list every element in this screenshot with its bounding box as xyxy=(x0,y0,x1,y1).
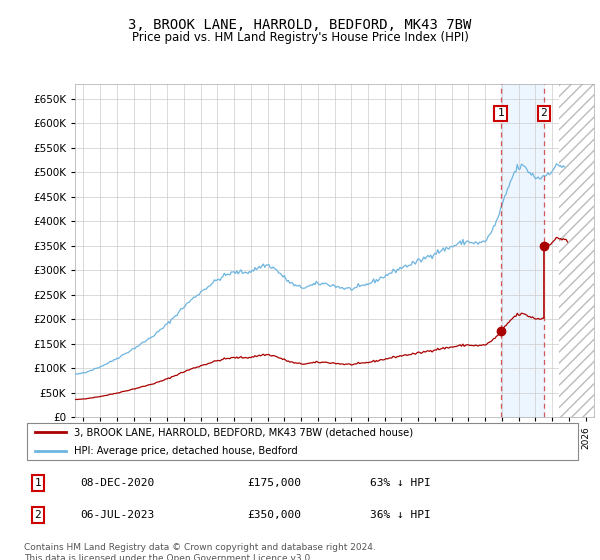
Text: 2: 2 xyxy=(35,510,41,520)
FancyBboxPatch shape xyxy=(27,423,578,460)
Text: Contains HM Land Registry data © Crown copyright and database right 2024.
This d: Contains HM Land Registry data © Crown c… xyxy=(24,543,376,560)
Text: 36% ↓ HPI: 36% ↓ HPI xyxy=(370,510,431,520)
Text: 1: 1 xyxy=(497,109,504,118)
Text: £350,000: £350,000 xyxy=(247,510,301,520)
Bar xyxy=(500,84,544,417)
Text: 1: 1 xyxy=(35,478,41,488)
Text: 3, BROOK LANE, HARROLD, BEDFORD, MK43 7BW (detached house): 3, BROOK LANE, HARROLD, BEDFORD, MK43 7B… xyxy=(74,427,413,437)
Text: 3, BROOK LANE, HARROLD, BEDFORD, MK43 7BW: 3, BROOK LANE, HARROLD, BEDFORD, MK43 7B… xyxy=(128,18,472,32)
Text: HPI: Average price, detached house, Bedford: HPI: Average price, detached house, Bedf… xyxy=(74,446,298,456)
Text: £175,000: £175,000 xyxy=(247,478,301,488)
Text: Price paid vs. HM Land Registry's House Price Index (HPI): Price paid vs. HM Land Registry's House … xyxy=(131,31,469,44)
Text: 08-DEC-2020: 08-DEC-2020 xyxy=(80,478,154,488)
Bar xyxy=(559,84,594,417)
Text: 2: 2 xyxy=(541,109,547,118)
Bar xyxy=(559,84,594,417)
Text: 06-JUL-2023: 06-JUL-2023 xyxy=(80,510,154,520)
Text: 63% ↓ HPI: 63% ↓ HPI xyxy=(370,478,431,488)
